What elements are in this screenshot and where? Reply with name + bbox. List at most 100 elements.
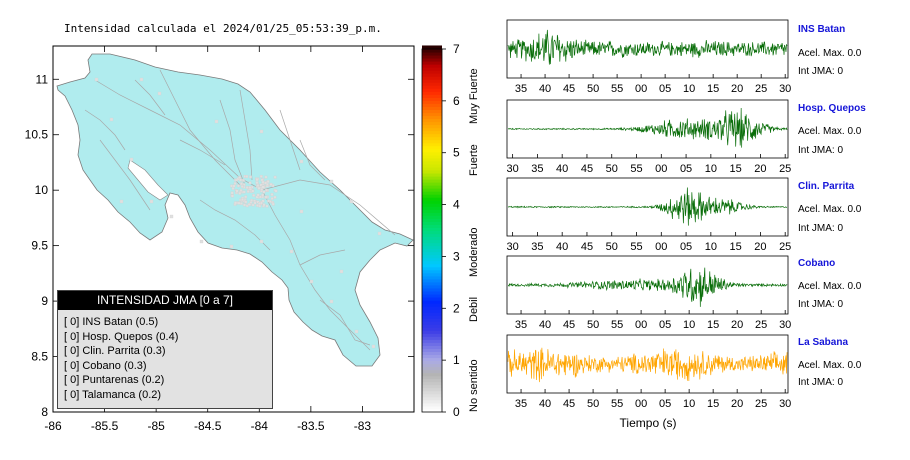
colorbar-segment xyxy=(422,202,442,207)
town-marker xyxy=(267,199,270,203)
waveform-tick-label: 45 xyxy=(581,163,593,175)
costa-rica-landmass xyxy=(56,53,414,367)
map-x-tick-label: -83 xyxy=(354,419,372,433)
colorbar-segment xyxy=(422,290,442,295)
colorbar-segment xyxy=(422,302,442,307)
waveform-tick-label: 40 xyxy=(539,398,551,410)
town-marker xyxy=(259,183,263,187)
colorbar-segment xyxy=(422,314,442,319)
colorbar-segment xyxy=(422,332,442,337)
town-marker xyxy=(255,181,259,185)
colorbar-tick-label: 0 xyxy=(453,405,460,419)
waveform-trace xyxy=(507,347,788,383)
colorbar-segment xyxy=(422,378,442,383)
town-marker xyxy=(256,204,259,207)
x-axis-label: Tiempo (s) xyxy=(620,416,677,430)
legend-item: [ 0] Puntarenas (0.2) xyxy=(58,373,272,388)
colorbar-segment xyxy=(422,281,442,286)
town-marker xyxy=(259,129,264,134)
town-marker xyxy=(371,344,376,349)
waveform-tick-label: 15 xyxy=(707,83,719,95)
legend-label: Puntarenas (0.2) xyxy=(82,374,165,387)
colorbar-segment xyxy=(422,372,442,377)
colorbar-segment xyxy=(422,257,442,262)
town-marker xyxy=(235,189,239,193)
waveform-panel: 35 40 45 50 55 00 05 10 15 20 25 30 xyxy=(506,19,791,95)
colorbar-segment xyxy=(422,66,442,71)
colorbar-segment xyxy=(422,51,442,56)
colorbar-segment xyxy=(422,387,442,392)
colorbar-tick-label: 3 xyxy=(453,249,460,263)
town-marker xyxy=(239,188,243,192)
waveform-tick-label: 05 xyxy=(659,83,671,95)
colorbar-segment xyxy=(422,130,442,135)
map-y-tick-label: 9.5 xyxy=(31,239,48,253)
map-y-tick-label: 10.5 xyxy=(25,128,49,142)
town-marker xyxy=(258,204,262,208)
colorbar-segment xyxy=(422,142,442,147)
legend-bracket: [ 0] xyxy=(64,316,80,328)
map-y-tick-label: 11 xyxy=(36,72,49,86)
colorbar-segment xyxy=(422,118,442,123)
colorbar-segment xyxy=(422,121,442,126)
colorbar-segment xyxy=(422,251,442,256)
town-marker xyxy=(230,194,234,198)
colorbar-segment xyxy=(422,287,442,292)
colorbar-segment xyxy=(422,323,442,328)
colorbar-segment xyxy=(422,157,442,162)
waveform-tick-label: 25 xyxy=(779,241,791,253)
colorbar-segment xyxy=(422,320,442,325)
town-marker xyxy=(157,91,162,96)
town-marker xyxy=(242,190,246,194)
colorbar-segment xyxy=(422,193,442,198)
legend-bracket: [ 0] xyxy=(64,359,80,372)
waveform-tick-label: 25 xyxy=(779,163,791,175)
colorbar-segment xyxy=(422,354,442,359)
town-marker xyxy=(273,195,277,199)
town-marker xyxy=(273,175,277,179)
colorbar-segment xyxy=(422,239,442,244)
town-marker xyxy=(255,178,259,182)
waveform-tick-label: 50 xyxy=(587,398,599,410)
colorbar-segment xyxy=(422,226,442,231)
town-marker xyxy=(239,202,243,205)
colorbar-segment xyxy=(422,160,442,165)
road-network xyxy=(84,69,396,351)
colorbar-segment xyxy=(422,360,442,365)
map-y-tick-label: 8 xyxy=(41,405,48,419)
colorbar-segment xyxy=(422,199,442,204)
colorbar-segment xyxy=(422,75,442,80)
colorbar-tick-label: 2 xyxy=(453,301,460,315)
waveform-tick-label: 25 xyxy=(755,398,767,410)
colorbar-label-debil: Debil xyxy=(468,297,480,322)
colorbar-segment xyxy=(422,63,442,68)
waveform-tick-label: 45 xyxy=(581,241,593,253)
colorbar-segment xyxy=(422,90,442,95)
town-marker xyxy=(230,184,234,188)
town-marker xyxy=(265,188,268,192)
town-marker xyxy=(299,159,304,164)
waveform-tick-label: 55 xyxy=(611,83,623,95)
waveform-tick-label: 55 xyxy=(630,241,642,253)
town-marker xyxy=(262,203,266,207)
colorbar-segment xyxy=(422,399,442,404)
legend-bracket: [ 0] xyxy=(64,345,80,358)
town-marker xyxy=(289,249,294,254)
colorbar-segment xyxy=(422,347,442,352)
town-marker xyxy=(237,201,241,205)
waveform-panels: 35 40 45 50 55 00 05 10 15 20 25 30 30 35 40 45 50 55 00 05… xyxy=(506,19,791,410)
town-marker xyxy=(266,180,270,183)
station-int: Int JMA: 0 xyxy=(798,145,844,156)
colorbar-segment xyxy=(422,317,442,322)
town-marker xyxy=(329,299,334,304)
legend-bracket: [ 0] xyxy=(64,330,80,343)
town-marker xyxy=(238,176,242,179)
town-marker xyxy=(264,175,268,179)
waveform-tick-label: 50 xyxy=(587,319,599,331)
town-marker xyxy=(260,188,264,191)
road xyxy=(179,139,226,166)
colorbar-segment xyxy=(422,338,442,343)
colorbar-segment xyxy=(422,112,442,117)
